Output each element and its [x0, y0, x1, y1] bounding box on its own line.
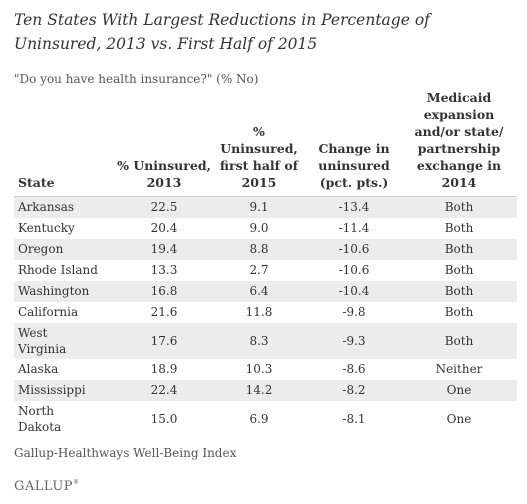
cell-change: -9.8 — [342, 305, 366, 319]
cell-state: Rhode Island — [18, 263, 98, 277]
chart-title: Ten States With Largest Reductions in Pe… — [14, 11, 430, 53]
cell-uninsured-2015: 11.8 — [245, 305, 273, 319]
cell-uninsured-2015: 6.4 — [249, 284, 269, 298]
cell-medicaid: Both — [444, 284, 474, 298]
cell-change: -13.4 — [338, 200, 370, 214]
cell-change: -10.4 — [338, 284, 370, 298]
table-row: Arkansas 22.5 9.1 -13.4 Both — [14, 197, 517, 218]
cell-uninsured-2013: 17.6 — [150, 334, 178, 348]
table-row: North Dakota 15.0 6.9 -8.1 One — [14, 401, 517, 437]
cell-state: West Virginia — [18, 326, 67, 356]
cell-change: -10.6 — [338, 242, 370, 256]
header-medicaid: Medicaid expansion and/or state/ partner… — [414, 90, 504, 190]
cell-uninsured-2013: 18.9 — [150, 362, 178, 376]
table-body: Arkansas 22.5 9.1 -13.4 Both Kentucky 20.4 9.0 -… — [14, 197, 517, 437]
cell-medicaid: Neither — [435, 362, 483, 376]
cell-uninsured-2015: 9.1 — [249, 200, 269, 214]
cell-uninsured-2013: 21.6 — [150, 305, 178, 319]
cell-change: -8.2 — [342, 383, 366, 397]
header-uninsured-2013: % Uninsured, 2013 — [117, 158, 211, 190]
gallup-logo: GALLUP® — [14, 479, 80, 494]
cell-uninsured-2015: 9.0 — [249, 221, 269, 235]
chart-subtitle: "Do you have health insurance?" (% No) — [14, 72, 259, 86]
header-uninsured-2015: % Uninsured, first half of 2015 — [219, 124, 299, 190]
header-state: State — [18, 175, 55, 190]
cell-state: Kentucky — [18, 221, 75, 235]
data-table: State % Uninsured, 2013 % Uninsured, fir… — [14, 90, 517, 437]
cell-state: North Dakota — [18, 404, 62, 434]
cell-state: Alaska — [18, 362, 59, 376]
source-note: Gallup-Healthways Well-Being Index — [14, 446, 237, 460]
cell-uninsured-2013: 22.4 — [150, 383, 178, 397]
cell-change: -9.3 — [342, 334, 366, 348]
cell-uninsured-2013: 19.4 — [150, 242, 178, 256]
table-row: Kentucky 20.4 9.0 -11.4 Both — [14, 218, 517, 239]
cell-uninsured-2015: 8.3 — [249, 334, 269, 348]
table-header: State % Uninsured, 2013 % Uninsured, fir… — [14, 90, 517, 197]
cell-state: California — [18, 305, 79, 319]
cell-state: Mississippi — [18, 383, 86, 397]
cell-state: Washington — [18, 284, 90, 298]
cell-change: -10.6 — [338, 263, 370, 277]
logo-text: GALLUP — [14, 479, 74, 494]
cell-medicaid: One — [446, 383, 472, 397]
cell-medicaid: Both — [444, 242, 474, 256]
cell-change: -11.4 — [338, 221, 370, 235]
cell-change: -8.6 — [342, 362, 366, 376]
cell-uninsured-2013: 13.3 — [150, 263, 178, 277]
cell-medicaid: Both — [444, 263, 474, 277]
cell-uninsured-2013: 20.4 — [150, 221, 178, 235]
header-change: Change in uninsured (pct. pts.) — [318, 141, 390, 190]
cell-uninsured-2015: 2.7 — [249, 263, 269, 277]
cell-medicaid: Both — [444, 200, 474, 214]
cell-medicaid: Both — [444, 221, 474, 235]
cell-medicaid: Both — [444, 334, 474, 348]
cell-uninsured-2015: 6.9 — [249, 412, 269, 426]
table-row: California 21.6 11.8 -9.8 Both — [14, 302, 517, 323]
cell-uninsured-2015: 10.3 — [245, 362, 273, 376]
cell-uninsured-2013: 16.8 — [150, 284, 178, 298]
cell-medicaid: Both — [444, 305, 474, 319]
registered-mark: ® — [73, 479, 80, 486]
cell-change: -8.1 — [342, 412, 366, 426]
table-row: Mississippi 22.4 14.2 -8.2 One — [14, 380, 517, 401]
cell-medicaid: One — [446, 412, 472, 426]
table-row: Oregon 19.4 8.8 -10.6 Both — [14, 239, 517, 260]
cell-state: Arkansas — [18, 200, 75, 214]
table-row: Rhode Island 13.3 2.7 -10.6 Both — [14, 260, 517, 281]
table-row: Alaska 18.9 10.3 -8.6 Neither — [14, 359, 517, 380]
table-row: Washington 16.8 6.4 -10.4 Both — [14, 281, 517, 302]
cell-uninsured-2015: 8.8 — [249, 242, 269, 256]
cell-uninsured-2013: 15.0 — [150, 412, 178, 426]
cell-uninsured-2015: 14.2 — [245, 383, 273, 397]
cell-uninsured-2013: 22.5 — [150, 200, 178, 214]
cell-state: Oregon — [18, 242, 64, 256]
table-row: West Virginia 17.6 8.3 -9.3 Both — [14, 323, 517, 359]
